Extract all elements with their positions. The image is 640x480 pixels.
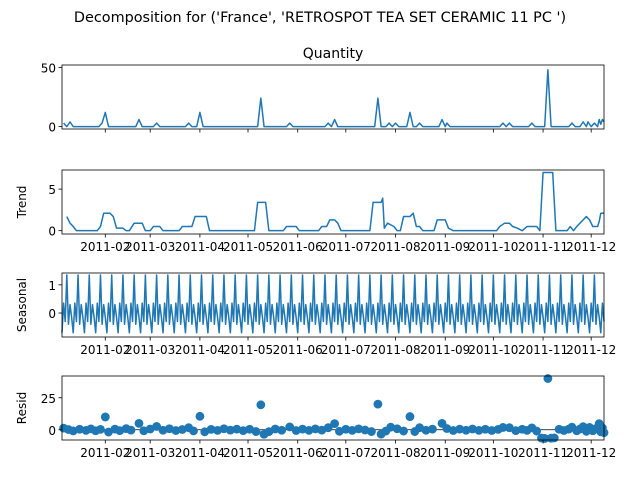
figure-suptitle: Decomposition for ('France', 'RETROSPOT … bbox=[74, 10, 566, 26]
resid-point bbox=[405, 412, 415, 421]
seasonal-x-tick-label: 2011-02 bbox=[80, 343, 130, 357]
seasonal-axes-frame bbox=[61, 272, 605, 338]
trend-x-tick-label: 2011-02 bbox=[80, 240, 130, 254]
quantity-panel-title: Quantity bbox=[303, 46, 364, 62]
resid-point bbox=[251, 427, 261, 436]
resid-point bbox=[532, 426, 542, 436]
resid-point bbox=[126, 425, 136, 435]
trend-y-axis-label: Trend bbox=[15, 186, 29, 220]
resid-point bbox=[323, 423, 333, 433]
trend-series-line bbox=[66, 171, 604, 232]
trend-x-tick-label: 2011-11 bbox=[518, 240, 568, 254]
resid-point bbox=[195, 411, 205, 421]
quantity-axes-frame bbox=[61, 64, 605, 130]
resid-y-tick-label: 0 bbox=[48, 424, 56, 438]
quantity-y-tick-label: 0 bbox=[48, 121, 56, 135]
resid-point bbox=[543, 374, 553, 383]
resid-point bbox=[256, 400, 266, 410]
trend-x-tick-label: 2011-04 bbox=[175, 240, 225, 254]
resid-point bbox=[285, 422, 295, 432]
trend-x-tick-label: 2011-05 bbox=[223, 240, 273, 254]
resid-x-tick-label: 2011-12 bbox=[566, 446, 616, 460]
resid-x-tick-label: 2011-10 bbox=[468, 446, 518, 460]
trend-x-tick-label: 2011-12 bbox=[566, 240, 616, 254]
resid-x-tick-label: 2011-02 bbox=[80, 446, 130, 460]
seasonal-x-tick-label: 2011-07 bbox=[321, 343, 371, 357]
resid-point bbox=[367, 427, 376, 436]
resid-point bbox=[498, 423, 508, 432]
trend-y-tick-label: 0 bbox=[48, 225, 56, 239]
resid-point bbox=[540, 434, 550, 443]
trend-x-tick-label: 2011-10 bbox=[468, 240, 518, 254]
seasonal-x-tick-label: 2011-12 bbox=[566, 343, 616, 357]
seasonal-x-tick-label: 2011-03 bbox=[125, 343, 175, 357]
seasonal-y-tick-label: 0 bbox=[48, 307, 56, 321]
resid-point bbox=[100, 412, 110, 422]
resid-x-tick-label: 2011-08 bbox=[370, 446, 420, 460]
trend-y-tick-label: 5 bbox=[48, 183, 56, 197]
resid-y-tick-label: 25 bbox=[41, 392, 56, 406]
resid-point bbox=[189, 426, 198, 436]
resid-x-tick-label: 2011-06 bbox=[273, 446, 323, 460]
seasonal-x-tick-label: 2011-06 bbox=[273, 343, 323, 357]
resid-x-tick-label: 2011-07 bbox=[321, 446, 371, 460]
trend-x-tick-label: 2011-08 bbox=[370, 240, 420, 254]
resid-x-tick-label: 2011-11 bbox=[518, 446, 568, 460]
resid-x-tick-label: 2011-05 bbox=[223, 446, 273, 460]
resid-axes-frame bbox=[61, 375, 605, 441]
trend-x-tick-label: 2011-03 bbox=[125, 240, 175, 254]
seasonal-x-tick-label: 2011-04 bbox=[175, 343, 225, 357]
seasonal-x-tick-label: 2011-11 bbox=[518, 343, 568, 357]
trend-x-tick-label: 2011-09 bbox=[420, 240, 470, 254]
seasonal-y-tick-label: 1 bbox=[48, 279, 56, 293]
seasonal-x-tick-label: 2011-09 bbox=[420, 343, 470, 357]
resid-point bbox=[152, 422, 162, 431]
resid-point bbox=[96, 424, 105, 434]
seasonal-x-tick-label: 2011-08 bbox=[370, 343, 420, 357]
resid-point bbox=[134, 418, 144, 428]
resid-point bbox=[549, 433, 559, 443]
resid-point bbox=[373, 399, 383, 409]
resid-x-tick-label: 2011-09 bbox=[420, 446, 470, 460]
resid-point bbox=[277, 425, 287, 435]
seasonal-x-tick-label: 2011-05 bbox=[223, 343, 273, 357]
trend-x-tick-label: 2011-06 bbox=[273, 240, 323, 254]
trend-axes-frame bbox=[61, 169, 605, 235]
quantity-y-tick-label: 50 bbox=[41, 61, 56, 75]
resid-point bbox=[428, 424, 437, 434]
resid-point bbox=[330, 419, 339, 429]
seasonal-x-tick-label: 2011-10 bbox=[468, 343, 518, 357]
resid-y-axis-label: Resid bbox=[15, 392, 29, 424]
quantity-panel: 0 50 Quantity bbox=[41, 46, 605, 135]
resid-x-tick-label: 2011-04 bbox=[175, 446, 225, 460]
resid-point bbox=[399, 426, 408, 436]
trend-x-tick-label: 2011-07 bbox=[321, 240, 371, 254]
seasonal-series-line bbox=[61, 274, 605, 334]
resid-x-tick-label: 2011-03 bbox=[125, 446, 175, 460]
quantity-series-line bbox=[63, 68, 605, 128]
seasonal-y-axis-label: Seasonal bbox=[15, 278, 29, 332]
